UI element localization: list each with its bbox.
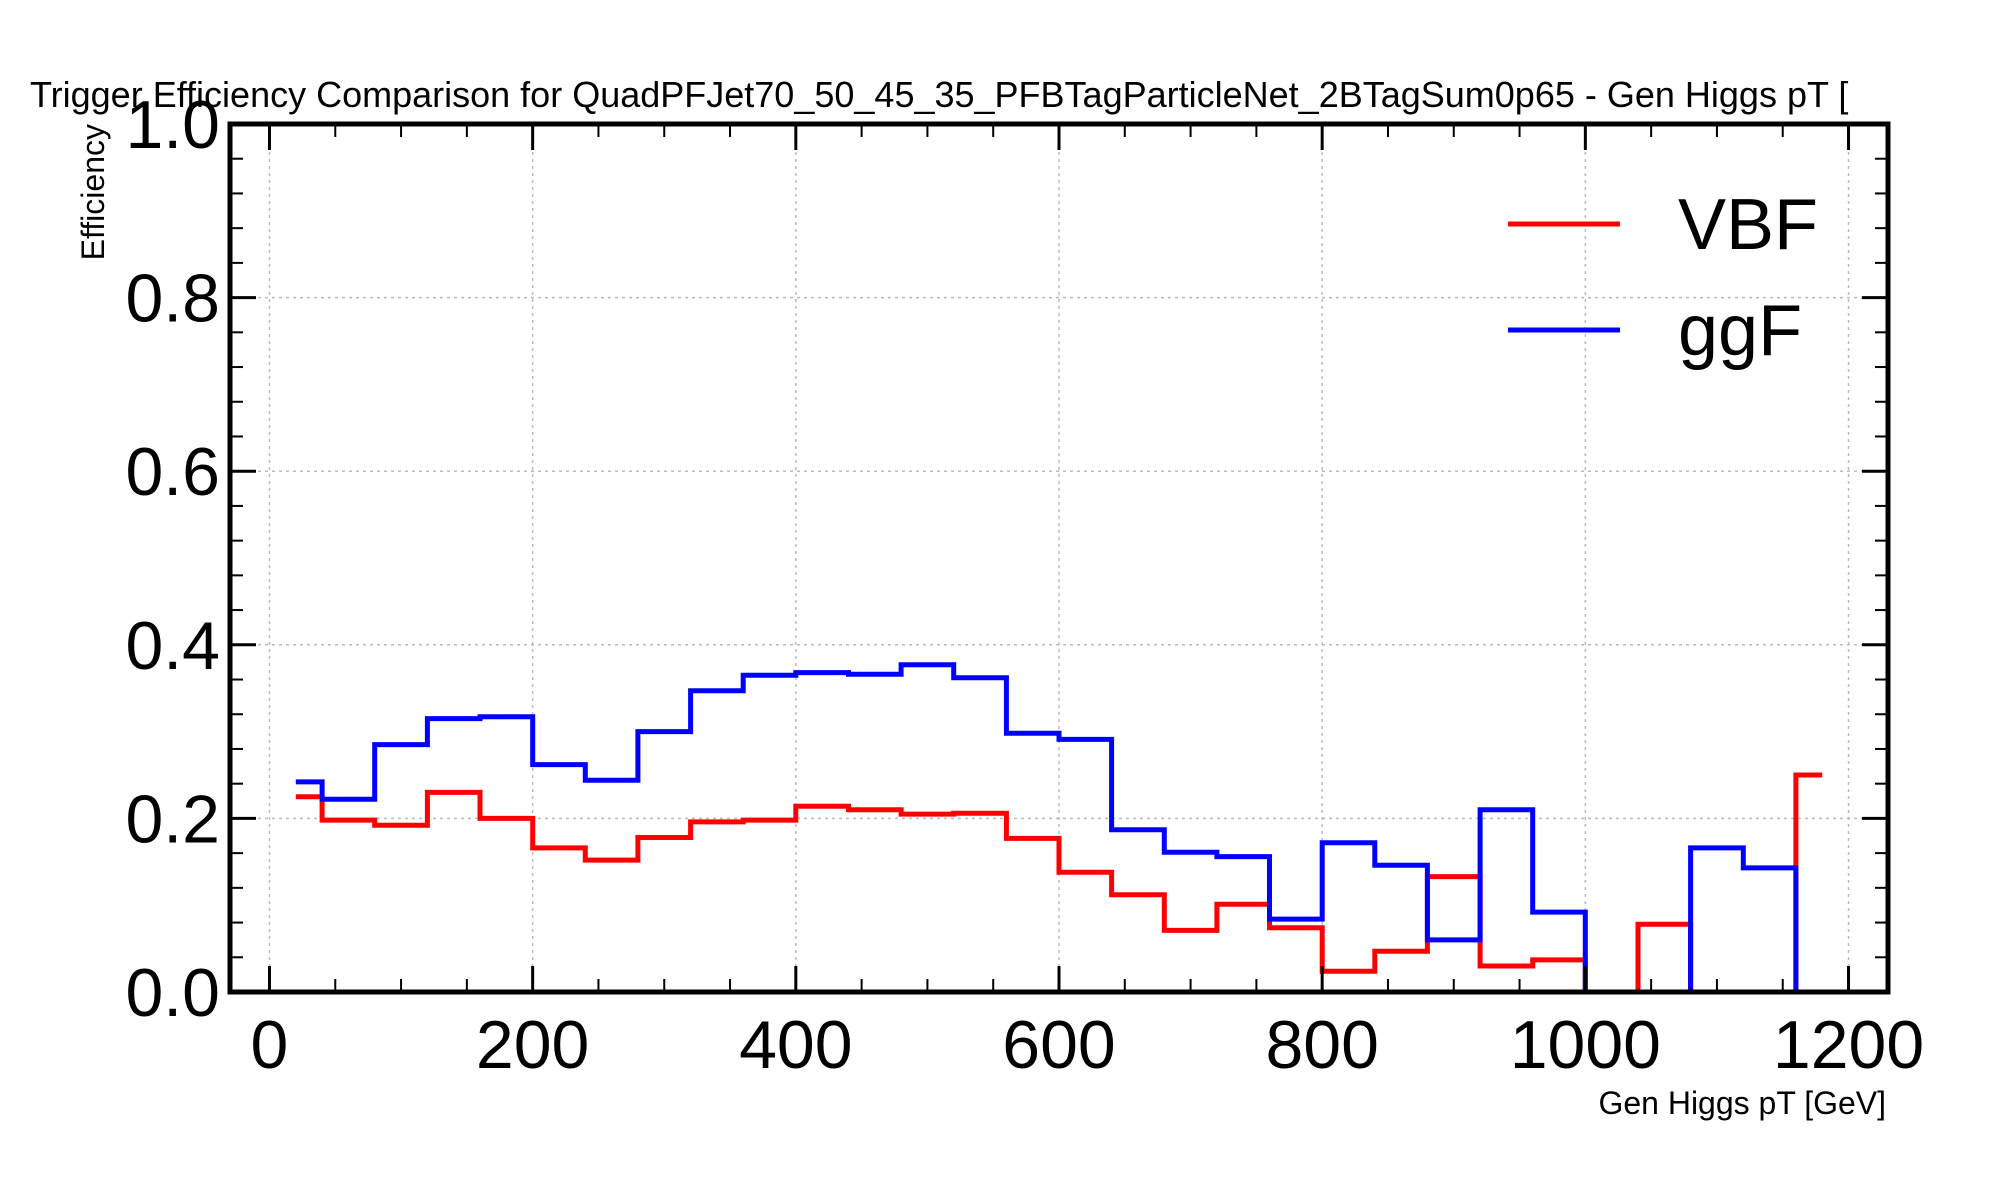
series-ggf <box>295 662 1823 995</box>
y-tick-label: 0.2 <box>125 781 220 857</box>
x-tick-label: 400 <box>739 1007 852 1083</box>
x-tick-label: 1200 <box>1773 1007 1924 1083</box>
series-vbf <box>295 772 1823 995</box>
x-tick-label: 0 <box>251 1007 289 1083</box>
series-line-vbf <box>295 772 1823 995</box>
y-tick-label: 0.8 <box>125 261 220 337</box>
chart-title: Trigger Efficiency Comparison for QuadPF… <box>30 74 1848 115</box>
y-tick-label: 0.0 <box>125 955 220 1031</box>
tick-labels: 0 200 400 600 800 1000 1200 0.0 0.2 0.4 0.6 0.8 1.0 <box>125 87 1924 1083</box>
series-line-ggf <box>295 662 1823 995</box>
plot-frame <box>227 121 1891 995</box>
x-tick-label: 600 <box>1002 1007 1115 1083</box>
y-tick-label: 0.4 <box>125 608 220 684</box>
legend-label-vbf: VBF <box>1678 185 1818 265</box>
y-tick-label: 0.6 <box>125 434 220 510</box>
y-tick-label: 1.0 <box>125 87 220 163</box>
x-tick-label: 200 <box>476 1007 589 1083</box>
x-tick-label: 800 <box>1265 1007 1378 1083</box>
x-tick-label: 1000 <box>1510 1007 1661 1083</box>
y-axis-label: Efficiency <box>75 124 111 260</box>
x-axis-label: Gen Higgs pT [GeV] <box>1598 1085 1886 1121</box>
legend: VBF ggF <box>1508 185 1818 371</box>
series-layer <box>295 662 1823 995</box>
legend-label-ggf: ggF <box>1678 291 1802 371</box>
